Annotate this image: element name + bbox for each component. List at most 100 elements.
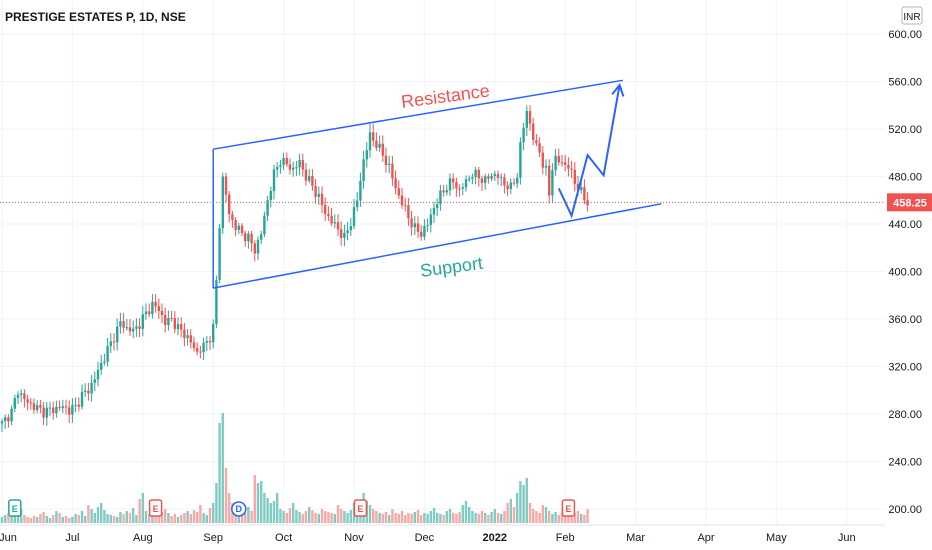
candle-body [308, 176, 311, 181]
volume-bar [112, 516, 116, 523]
candle-body [77, 404, 80, 407]
candle-body [32, 403, 36, 410]
volume-bar [461, 505, 464, 523]
earnings-marker-icon[interactable] [353, 499, 368, 517]
volume-bar [292, 503, 295, 523]
volume-bar [240, 511, 244, 523]
volume-bar [128, 513, 132, 523]
volume-bar [64, 516, 68, 523]
candle-body [260, 234, 263, 240]
volume-bar [221, 413, 224, 523]
volume-bar [20, 509, 23, 523]
volume-bar [288, 508, 292, 523]
event-marker-label: E [565, 504, 571, 514]
volume-bar [442, 515, 445, 523]
candle-body [231, 214, 234, 220]
candle-body [330, 215, 333, 224]
volume-bar [500, 514, 503, 523]
volume-bar [90, 509, 93, 523]
candle-body [237, 225, 240, 230]
time-axis-ticks: Jun Jul Aug Sep Oct Nov Dec 2022 Feb Mar Apr May Jun [0, 532, 856, 544]
volume-bar [215, 483, 218, 523]
candle-body [42, 407, 45, 418]
candle-body [10, 408, 13, 422]
volume-bar [330, 513, 333, 523]
volume-bar [61, 517, 64, 523]
volume-bar [144, 511, 148, 523]
price-tick-label: 200.00 [888, 504, 922, 516]
candle-body [276, 166, 279, 170]
resistance-label[interactable]: Resistance [400, 81, 491, 112]
volume-bar [29, 518, 32, 523]
candle-body [343, 232, 346, 238]
earnings-marker-icon[interactable] [561, 499, 576, 517]
volume-bar [388, 515, 391, 523]
candle-body [109, 341, 112, 347]
candle-body [7, 417, 10, 422]
candle-body [496, 173, 500, 178]
candle-body [48, 407, 52, 409]
volume-bar [52, 515, 55, 523]
volume-bar [295, 510, 298, 523]
price-axis[interactable] [885, 0, 932, 550]
volume-bar [119, 512, 122, 523]
volume-bar [208, 508, 212, 523]
volume-bar [13, 511, 16, 523]
candle-body [317, 193, 320, 197]
candle-body [468, 178, 471, 180]
candle-body [327, 213, 330, 216]
volume-bar [490, 512, 493, 523]
candle-body [157, 306, 160, 311]
candle-body [164, 315, 167, 325]
volume-bar [448, 509, 452, 523]
candle-body [461, 187, 464, 189]
event-marker-label: E [357, 504, 363, 514]
candle-body [372, 132, 375, 141]
candle-body [420, 231, 423, 237]
candle-body [228, 194, 231, 215]
volume-bar [36, 517, 39, 523]
candle-body [186, 335, 189, 339]
volume-bar [160, 512, 164, 523]
volume-bar [266, 498, 269, 523]
candle-body [199, 351, 202, 353]
candle-body [141, 314, 144, 329]
price-tick-label: 280.00 [888, 409, 922, 421]
volume-bar [551, 514, 554, 523]
candle-body [282, 157, 285, 166]
support-label[interactable]: Support [419, 253, 484, 281]
volume-bar [404, 515, 407, 523]
volume-bar [512, 507, 516, 523]
candle-body [180, 324, 183, 330]
earnings-marker-icon[interactable] [8, 499, 22, 517]
trendlines[interactable] [212, 79, 662, 289]
volume-bar [196, 512, 199, 523]
volume-bar [180, 515, 183, 523]
volume-bar [26, 517, 29, 523]
earnings-marker-icon[interactable] [148, 499, 163, 517]
candle-body [285, 157, 288, 165]
candle-body [432, 207, 436, 215]
volume-bar [55, 511, 58, 523]
candle-body [93, 379, 96, 383]
time-tick-label: Dec [415, 532, 435, 544]
candle-body [423, 226, 426, 237]
volume-bar [183, 513, 186, 523]
resistance-trendline [213, 79, 623, 150]
volume-bar [346, 513, 349, 523]
candle-body [557, 155, 560, 163]
dividend-marker-icon[interactable] [231, 501, 247, 517]
volume-bar [410, 514, 413, 523]
candle-body [512, 182, 516, 184]
candle-body [301, 160, 304, 170]
candle-body [340, 229, 343, 238]
volume-bar [445, 511, 448, 523]
price-tick-label: 360.00 [888, 314, 922, 326]
volume-bar [407, 513, 410, 523]
candle-body [436, 204, 439, 208]
candle-body [429, 214, 432, 225]
currency-badge[interactable] [901, 6, 923, 25]
candle-body [36, 405, 39, 410]
